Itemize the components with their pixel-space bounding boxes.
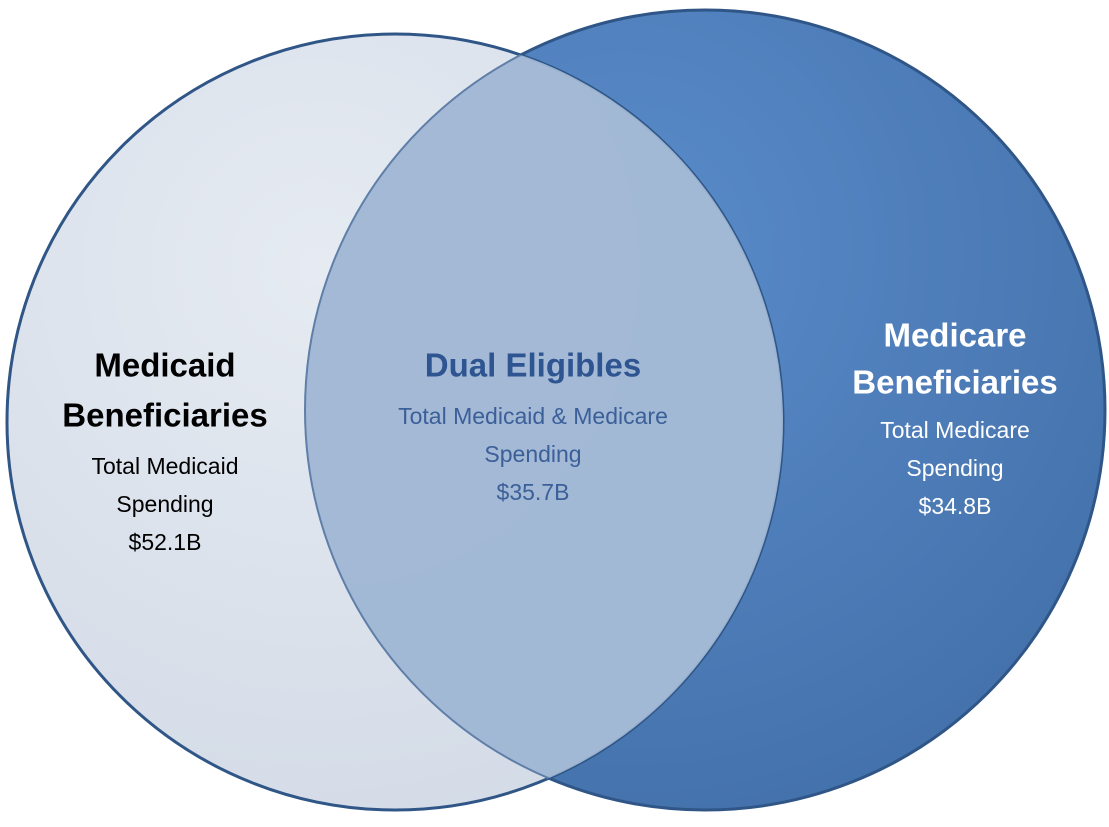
set-title: Dual Eligibles <box>425 347 641 384</box>
set-detail: Spending <box>484 441 581 467</box>
set-detail: Total Medicaid & Medicare <box>398 403 668 429</box>
set-title: Medicare <box>883 317 1026 354</box>
set-amount: $34.8B <box>919 493 992 519</box>
set-amount: $52.1B <box>129 529 202 555</box>
set-detail: Total Medicaid <box>91 453 238 479</box>
set-amount: $35.7B <box>497 479 570 505</box>
overlap-region <box>304 34 783 810</box>
labels: Medicaid Beneficiaries Total Medicaid Spend… <box>62 317 1057 555</box>
set-detail: Total Medicare <box>880 417 1030 443</box>
set-detail: Spending <box>116 491 213 517</box>
set-title: Beneficiaries <box>852 364 1057 401</box>
set-title: Medicaid <box>94 347 235 384</box>
set-detail: Spending <box>906 455 1003 481</box>
set-title: Beneficiaries <box>62 397 267 434</box>
